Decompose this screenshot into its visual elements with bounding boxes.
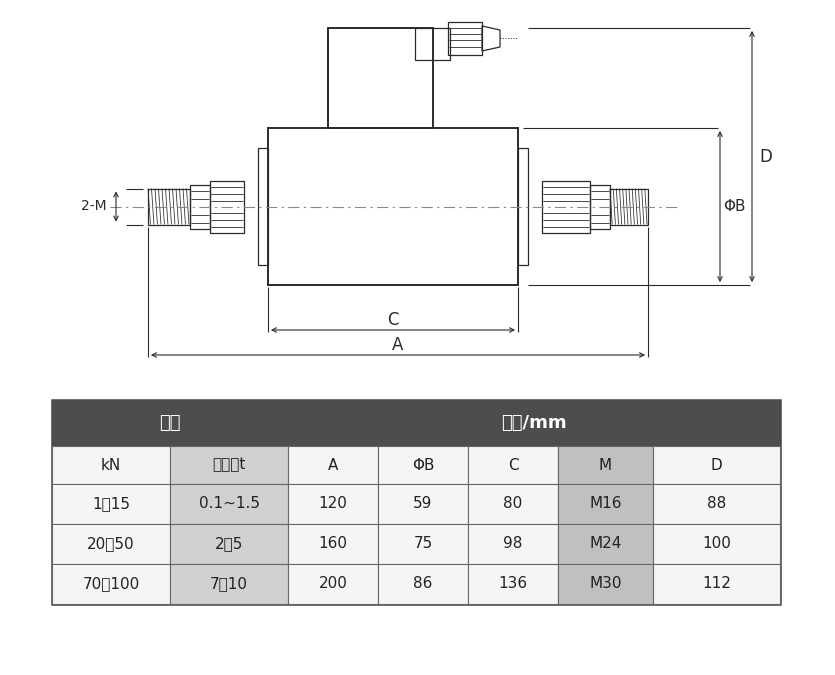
Text: D: D (711, 458, 722, 472)
Text: 2～5: 2～5 (215, 537, 243, 551)
Text: 20～50: 20～50 (87, 537, 134, 551)
Polygon shape (170, 446, 288, 484)
Polygon shape (52, 564, 170, 604)
Text: M: M (599, 458, 612, 472)
Polygon shape (378, 564, 468, 604)
Text: 120: 120 (319, 497, 347, 512)
Polygon shape (558, 446, 653, 484)
Polygon shape (170, 484, 288, 524)
Text: 98: 98 (504, 537, 523, 551)
Text: 59: 59 (413, 497, 433, 512)
Polygon shape (52, 400, 288, 446)
Polygon shape (378, 524, 468, 564)
Polygon shape (558, 484, 653, 524)
Text: 尺寸/mm: 尺寸/mm (501, 414, 567, 432)
Text: 200: 200 (319, 576, 347, 591)
Text: kN: kN (101, 458, 121, 472)
Polygon shape (52, 524, 170, 564)
Text: A: A (392, 336, 403, 354)
Text: 88: 88 (707, 497, 726, 512)
Polygon shape (468, 564, 558, 604)
Text: 160: 160 (318, 537, 347, 551)
Polygon shape (288, 484, 378, 524)
Polygon shape (653, 484, 780, 524)
Polygon shape (170, 564, 288, 604)
Text: 86: 86 (413, 576, 433, 591)
Text: C: C (387, 311, 399, 329)
Text: 相当于t: 相当于t (212, 458, 245, 472)
Text: C: C (508, 458, 519, 472)
Text: 80: 80 (504, 497, 523, 512)
Text: 7～10: 7～10 (210, 576, 248, 591)
Polygon shape (468, 484, 558, 524)
Polygon shape (653, 446, 780, 484)
Text: 100: 100 (702, 537, 731, 551)
Text: ΦB: ΦB (723, 199, 746, 214)
Text: 1～15: 1～15 (92, 497, 130, 512)
Polygon shape (288, 446, 378, 484)
Text: 量程: 量程 (159, 414, 180, 432)
Polygon shape (558, 564, 653, 604)
Text: 112: 112 (702, 576, 731, 591)
Text: 70～100: 70～100 (83, 576, 139, 591)
Polygon shape (653, 564, 780, 604)
Polygon shape (653, 524, 780, 564)
Polygon shape (378, 484, 468, 524)
Text: M24: M24 (590, 537, 622, 551)
Text: 136: 136 (498, 576, 528, 591)
Polygon shape (170, 524, 288, 564)
Text: D: D (760, 148, 772, 165)
Text: A: A (328, 458, 338, 472)
Text: M30: M30 (590, 576, 622, 591)
Polygon shape (288, 564, 378, 604)
Polygon shape (52, 446, 170, 484)
Text: 0.1~1.5: 0.1~1.5 (199, 497, 260, 512)
Polygon shape (468, 524, 558, 564)
Text: 2-M: 2-M (81, 200, 107, 213)
Text: ΦB: ΦB (412, 458, 434, 472)
Polygon shape (52, 484, 170, 524)
Polygon shape (468, 446, 558, 484)
Polygon shape (558, 524, 653, 564)
Polygon shape (378, 446, 468, 484)
Polygon shape (288, 524, 378, 564)
Text: 75: 75 (413, 537, 433, 551)
Polygon shape (288, 400, 780, 446)
Text: M16: M16 (590, 497, 622, 512)
